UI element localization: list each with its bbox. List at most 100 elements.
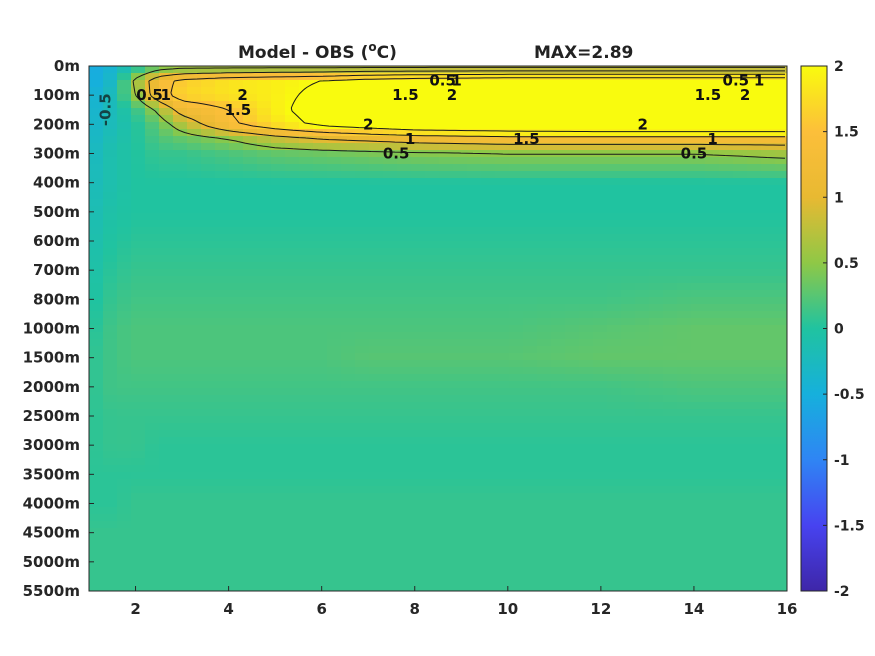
heatmap-cell bbox=[691, 458, 706, 466]
heatmap-cell bbox=[509, 528, 524, 536]
heatmap-cell bbox=[271, 101, 286, 109]
heatmap-cell bbox=[159, 143, 174, 151]
heatmap-cell bbox=[327, 311, 342, 319]
heatmap-cell bbox=[103, 388, 118, 396]
heatmap-cell bbox=[439, 360, 454, 368]
heatmap-cell bbox=[215, 157, 230, 165]
heatmap-cell bbox=[159, 234, 174, 242]
heatmap-cell bbox=[761, 409, 776, 417]
heatmap-cell bbox=[215, 395, 230, 403]
heatmap-cell bbox=[257, 388, 272, 396]
heatmap-cell bbox=[201, 521, 216, 529]
heatmap-cell bbox=[341, 388, 356, 396]
heatmap-cell bbox=[145, 94, 160, 102]
heatmap-cell bbox=[481, 262, 496, 270]
heatmap-cell bbox=[327, 290, 342, 298]
heatmap-cell bbox=[243, 241, 258, 249]
heatmap-cell bbox=[565, 486, 580, 494]
heatmap-cell bbox=[453, 101, 468, 109]
heatmap-cell bbox=[173, 220, 188, 228]
heatmap-cell bbox=[327, 108, 342, 116]
heatmap-cell bbox=[565, 451, 580, 459]
heatmap-cell bbox=[271, 311, 286, 319]
heatmap-cell bbox=[89, 402, 104, 410]
heatmap-cell bbox=[607, 570, 622, 578]
heatmap-cell bbox=[663, 486, 678, 494]
heatmap-cell bbox=[229, 108, 244, 116]
heatmap-cell bbox=[131, 304, 146, 312]
heatmap-cell bbox=[383, 248, 398, 256]
heatmap-cell bbox=[691, 332, 706, 340]
heatmap-cell bbox=[621, 178, 636, 186]
heatmap-cell bbox=[607, 458, 622, 466]
heatmap-cell bbox=[103, 542, 118, 550]
heatmap-cell bbox=[173, 150, 188, 158]
heatmap-cell bbox=[509, 115, 524, 123]
heatmap-cell bbox=[565, 213, 580, 221]
heatmap-cell bbox=[355, 444, 370, 452]
heatmap-cell bbox=[439, 353, 454, 361]
heatmap-cell bbox=[747, 423, 762, 431]
heatmap-cell bbox=[761, 143, 776, 151]
heatmap-cell bbox=[677, 409, 692, 417]
heatmap-cell bbox=[243, 507, 258, 515]
heatmap-cell bbox=[131, 276, 146, 284]
heatmap-cell bbox=[481, 479, 496, 487]
y-tick-label: 700m bbox=[33, 261, 80, 279]
title-superscript: o bbox=[368, 40, 376, 54]
heatmap-cell bbox=[705, 563, 720, 571]
heatmap-cell bbox=[677, 451, 692, 459]
heatmap-cell bbox=[607, 325, 622, 333]
heatmap-cell bbox=[369, 171, 384, 179]
heatmap-cell bbox=[145, 248, 160, 256]
colorbar-tick-label: 0 bbox=[834, 322, 844, 338]
heatmap-cell bbox=[341, 73, 356, 81]
heatmap-cell bbox=[761, 199, 776, 207]
heatmap-cell bbox=[775, 255, 787, 263]
heatmap-cell bbox=[551, 66, 566, 74]
heatmap-cell bbox=[775, 143, 787, 151]
heatmap-cell bbox=[369, 122, 384, 130]
heatmap-cell bbox=[243, 458, 258, 466]
heatmap-cell bbox=[425, 283, 440, 291]
heatmap-cell bbox=[719, 325, 734, 333]
heatmap-cell bbox=[369, 220, 384, 228]
heatmap-cell bbox=[131, 542, 146, 550]
heatmap-cell bbox=[719, 304, 734, 312]
heatmap-cell bbox=[159, 80, 174, 88]
heatmap-cell bbox=[173, 248, 188, 256]
heatmap-cell bbox=[131, 409, 146, 417]
heatmap-cell bbox=[733, 507, 748, 515]
heatmap-cell bbox=[89, 465, 104, 473]
heatmap-cell bbox=[89, 346, 104, 354]
heatmap-cell bbox=[467, 276, 482, 284]
heatmap-cell bbox=[285, 451, 300, 459]
heatmap-cell bbox=[327, 101, 342, 109]
heatmap-cell bbox=[173, 374, 188, 382]
heatmap-cell bbox=[523, 276, 538, 284]
heatmap-cell bbox=[187, 192, 202, 200]
heatmap-cell bbox=[383, 227, 398, 235]
heatmap-cell bbox=[215, 283, 230, 291]
heatmap-cell bbox=[173, 94, 188, 102]
heatmap-cell bbox=[425, 556, 440, 564]
heatmap-cell bbox=[89, 108, 104, 116]
heatmap-cell bbox=[355, 87, 370, 95]
heatmap-cell bbox=[285, 444, 300, 452]
heatmap-cell bbox=[733, 101, 748, 109]
heatmap-cell bbox=[383, 290, 398, 298]
heatmap-cell bbox=[201, 458, 216, 466]
heatmap-cell bbox=[173, 87, 188, 95]
heatmap-cell bbox=[453, 472, 468, 480]
heatmap-cell bbox=[313, 486, 328, 494]
heatmap-cell bbox=[215, 493, 230, 501]
heatmap-cell bbox=[299, 122, 314, 130]
heatmap-cell bbox=[719, 388, 734, 396]
heatmap-cell bbox=[761, 220, 776, 228]
heatmap-cell bbox=[593, 584, 608, 591]
heatmap-cell bbox=[173, 486, 188, 494]
heatmap-cell bbox=[761, 136, 776, 144]
heatmap-cell bbox=[201, 325, 216, 333]
heatmap-cell bbox=[299, 465, 314, 473]
heatmap-cell bbox=[369, 192, 384, 200]
